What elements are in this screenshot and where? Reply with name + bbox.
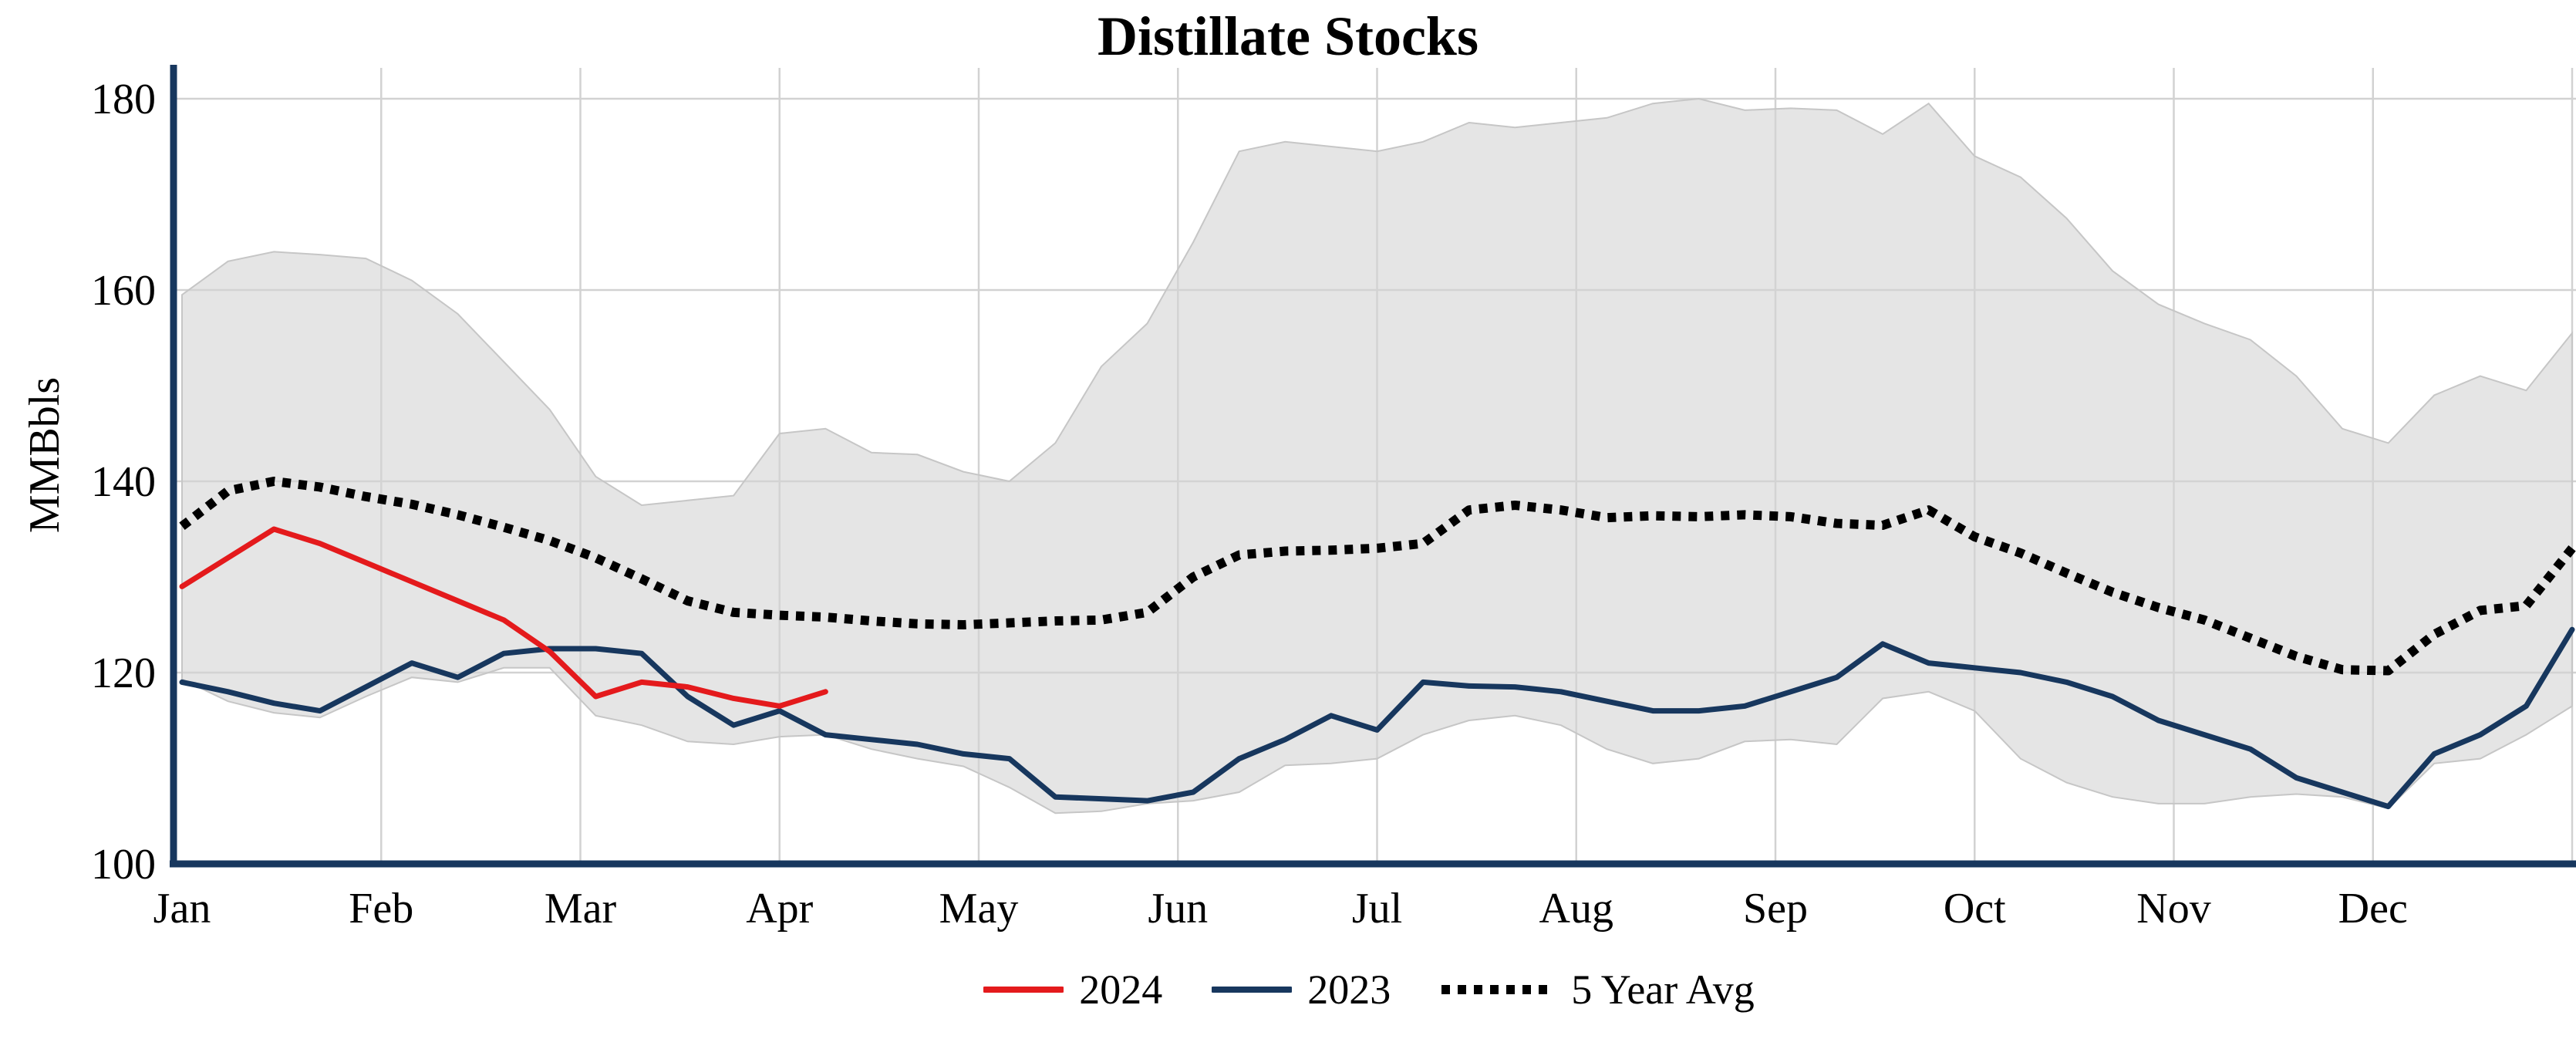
legend-item-5-year-avg: 5 Year Avg: [1440, 966, 1755, 1014]
x-tick-label-sep: Sep: [1743, 885, 1808, 933]
chart-title: Distillate Stocks: [1097, 5, 1479, 67]
y-tick-label-160: 160: [91, 267, 156, 315]
y-tick-label-100: 100: [91, 841, 156, 889]
x-tick-label-aug: Aug: [1539, 885, 1613, 933]
x-tick-label-nov: Nov: [2136, 885, 2210, 933]
x-tick-label-dec: Dec: [2338, 885, 2408, 933]
legend-line-sample: [1212, 987, 1293, 993]
y-tick-label-120: 120: [91, 649, 156, 697]
legend-label: 5 Year Avg: [1571, 966, 1755, 1013]
x-tick-label-jun: Jun: [1148, 885, 1208, 933]
x-tick-label-may: May: [939, 885, 1019, 933]
chart-legend: 2024 2023 5 Year Avg: [0, 966, 2576, 1014]
legend-item-2024: 2024: [983, 966, 1162, 1014]
series-line-5-year-avg: [179, 477, 2576, 676]
x-tick-label-oct: Oct: [1944, 885, 2006, 933]
y-tick-label-180: 180: [91, 76, 156, 123]
series-line-2024: [179, 526, 828, 709]
x-tick-label-jan: Jan: [153, 885, 211, 933]
legend-line-sample: [1441, 985, 1555, 994]
legend-label: 2024: [1079, 966, 1163, 1013]
x-tick-label-feb: Feb: [349, 885, 413, 933]
y-tick-label-140: 140: [91, 458, 156, 506]
series-line-2023: [179, 626, 2575, 810]
x-tick-label-apr: Apr: [746, 885, 813, 933]
x-tick-label-jul: Jul: [1352, 885, 1402, 933]
x-tick-label-mar: Mar: [545, 885, 617, 933]
legend-item-2023: 2023: [1212, 966, 1391, 1014]
legend-label: 2023: [1307, 966, 1391, 1013]
legend-line-sample: [983, 987, 1064, 993]
five-year-range-band: [181, 97, 2573, 815]
